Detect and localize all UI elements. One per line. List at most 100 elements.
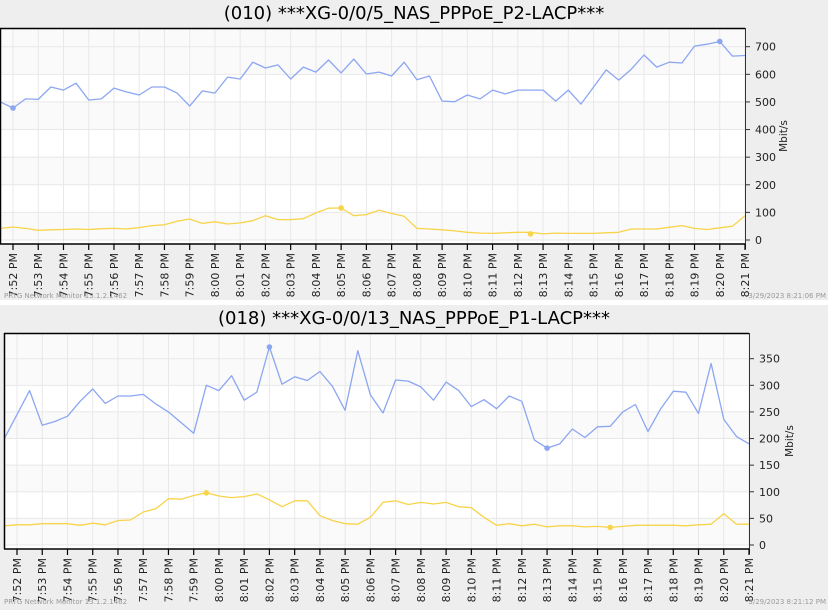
x-tick-label: 8:02 PM [263,558,276,602]
series-line [4,346,749,449]
x-tick-label: 8:14 PM [566,558,579,602]
x-tick-label: 8:16 PM [617,558,630,602]
x-tick-label: 7:54 PM [57,253,70,297]
series-line [0,40,745,109]
x-tick-label: 8:04 PM [314,558,327,602]
x-tick-label: 7:57 PM [133,253,146,297]
line-chart: 0 100 200 300 400 500 600 700 Mbit/s 7:52 PM 7:53 … [0,27,790,297]
x-tick-label: 8:14 PM [562,253,575,297]
chart-title: (010) ***XG-0/0/5_NAS_PPPoE_P2-LACP*** [223,3,605,24]
x-tick-label: 8:05 PM [339,558,352,602]
y-axis-label: Mbit/s [784,425,796,457]
x-tick-label: 8:04 PM [310,253,323,297]
x-tick-label: 7:55 PM [87,558,100,602]
y-tick-label: 200 [755,179,776,192]
extreme-marker [203,490,210,496]
x-tick-label: 8:12 PM [516,558,529,602]
x-tick-label: 8:11 PM [487,253,500,297]
x-tick-label: 8:09 PM [440,558,453,602]
x-tick-label: 7:52 PM [11,558,24,602]
footer-version: PRTG Network Monitor 13.1.2.1462 [4,598,128,606]
x-tick-label: 8:15 PM [588,253,601,297]
y-tick-label: 300 [755,151,776,164]
y-tick-label: 100 [759,486,780,499]
x-tick-label: 8:03 PM [289,558,302,602]
footer-version: PRTG Network Monitor 13.1.2.1462 [4,292,128,300]
y-tick-label: 0 [759,539,766,552]
x-tick-label: 7:55 PM [83,253,96,297]
x-tick-label: 8:12 PM [512,253,525,297]
x-tick-label: 8:10 PM [461,253,474,297]
chart-title: (018) ***XG-0/0/13_NAS_PPPoE_P1-LACP*** [217,308,610,329]
x-tick-label: 8:03 PM [285,253,298,297]
y-tick-label: 400 [755,124,776,137]
extreme-marker [10,105,16,111]
x-tick-label: 8:05 PM [335,253,348,297]
y-axis-label: Mbit/s [778,120,790,152]
y-tick-label: 150 [759,459,780,472]
extreme-marker [544,445,550,451]
y-tick-label: 600 [755,68,776,81]
y-tick-label: 700 [755,41,776,54]
x-tick-label: 7:54 PM [61,558,74,602]
y-tick-label: 350 [759,353,780,366]
y-tick-label: 100 [755,206,776,219]
chart-panel-1: (010) ***XG-0/0/5_NAS_PPPoE_P2-LACP*** 0… [0,0,828,300]
x-tick-label: 7:59 PM [184,253,197,297]
x-tick-label: 8:00 PM [209,253,222,297]
x-tick-label: 8:17 PM [642,558,655,602]
x-tick-label: 8:15 PM [592,558,605,602]
x-tick-label: 8:18 PM [667,558,680,602]
x-tick-label: 8:13 PM [537,253,550,297]
x-tick-label: 8:21 PM [739,253,752,297]
y-tick-label: 200 [759,433,780,446]
x-tick-label: 7:56 PM [112,558,125,602]
x-tick-label: 8:02 PM [259,253,272,297]
x-tick-label: 7:57 PM [137,558,150,602]
x-tick-label: 8:13 PM [541,558,554,602]
x-tick-label: 8:01 PM [234,253,247,297]
x-tick-label: 8:08 PM [411,253,424,297]
x-tick-label: 8:06 PM [364,558,377,602]
x-tick-label: 7:53 PM [36,558,49,602]
x-tick-label: 7:56 PM [108,253,121,297]
x-tick-label: 8:01 PM [238,558,251,602]
x-tick-label: 8:19 PM [693,558,706,602]
footer-timestamp: 3/29/2023 8:21:12 PM [748,598,826,606]
y-tick-label: 50 [759,512,773,525]
x-tick-label: 8:16 PM [613,253,626,297]
x-tick-label: 8:06 PM [360,253,373,297]
x-tick-label: 8:07 PM [386,253,399,297]
footer-timestamp: 3/29/2023 8:21:06 PM [748,292,826,300]
x-tick-label: 8:08 PM [415,558,428,602]
x-tick-label: 8:18 PM [663,253,676,297]
x-tick-label: 8:20 PM [714,253,727,297]
x-tick-label: 8:10 PM [465,558,478,602]
x-tick-label: 7:58 PM [162,558,175,602]
x-tick-label: 7:58 PM [158,253,171,297]
line-chart: 0 50 100 150 200 250 300 350 Mbit/s 7:52 PM 7:53 P… [3,332,796,602]
extreme-marker [338,205,344,211]
x-tick-label: 8:17 PM [638,253,651,297]
x-tick-label: 7:53 PM [32,253,45,297]
series-line [4,492,749,529]
x-tick-label: 8:07 PM [390,558,403,602]
series-line [0,207,745,235]
y-tick-label: 0 [755,234,762,247]
x-tick-label: 7:52 PM [7,253,20,297]
y-tick-label: 250 [759,406,780,419]
x-tick-label: 7:59 PM [188,558,201,602]
extreme-marker [527,231,534,237]
extreme-marker [607,524,613,531]
extreme-marker [266,344,273,350]
x-tick-label: 8:00 PM [213,558,226,602]
y-tick-label: 300 [759,379,780,392]
x-tick-label: 8:11 PM [491,558,504,602]
x-tick-label: 8:21 PM [743,558,756,602]
chart-panel-2: (018) ***XG-0/0/13_NAS_PPPoE_P1-LACP*** … [0,305,828,610]
x-tick-label: 8:20 PM [718,558,731,602]
x-tick-label: 8:09 PM [436,253,449,297]
x-tick-label: 8:19 PM [689,253,702,297]
extreme-marker [716,38,723,45]
y-tick-label: 500 [755,96,776,109]
